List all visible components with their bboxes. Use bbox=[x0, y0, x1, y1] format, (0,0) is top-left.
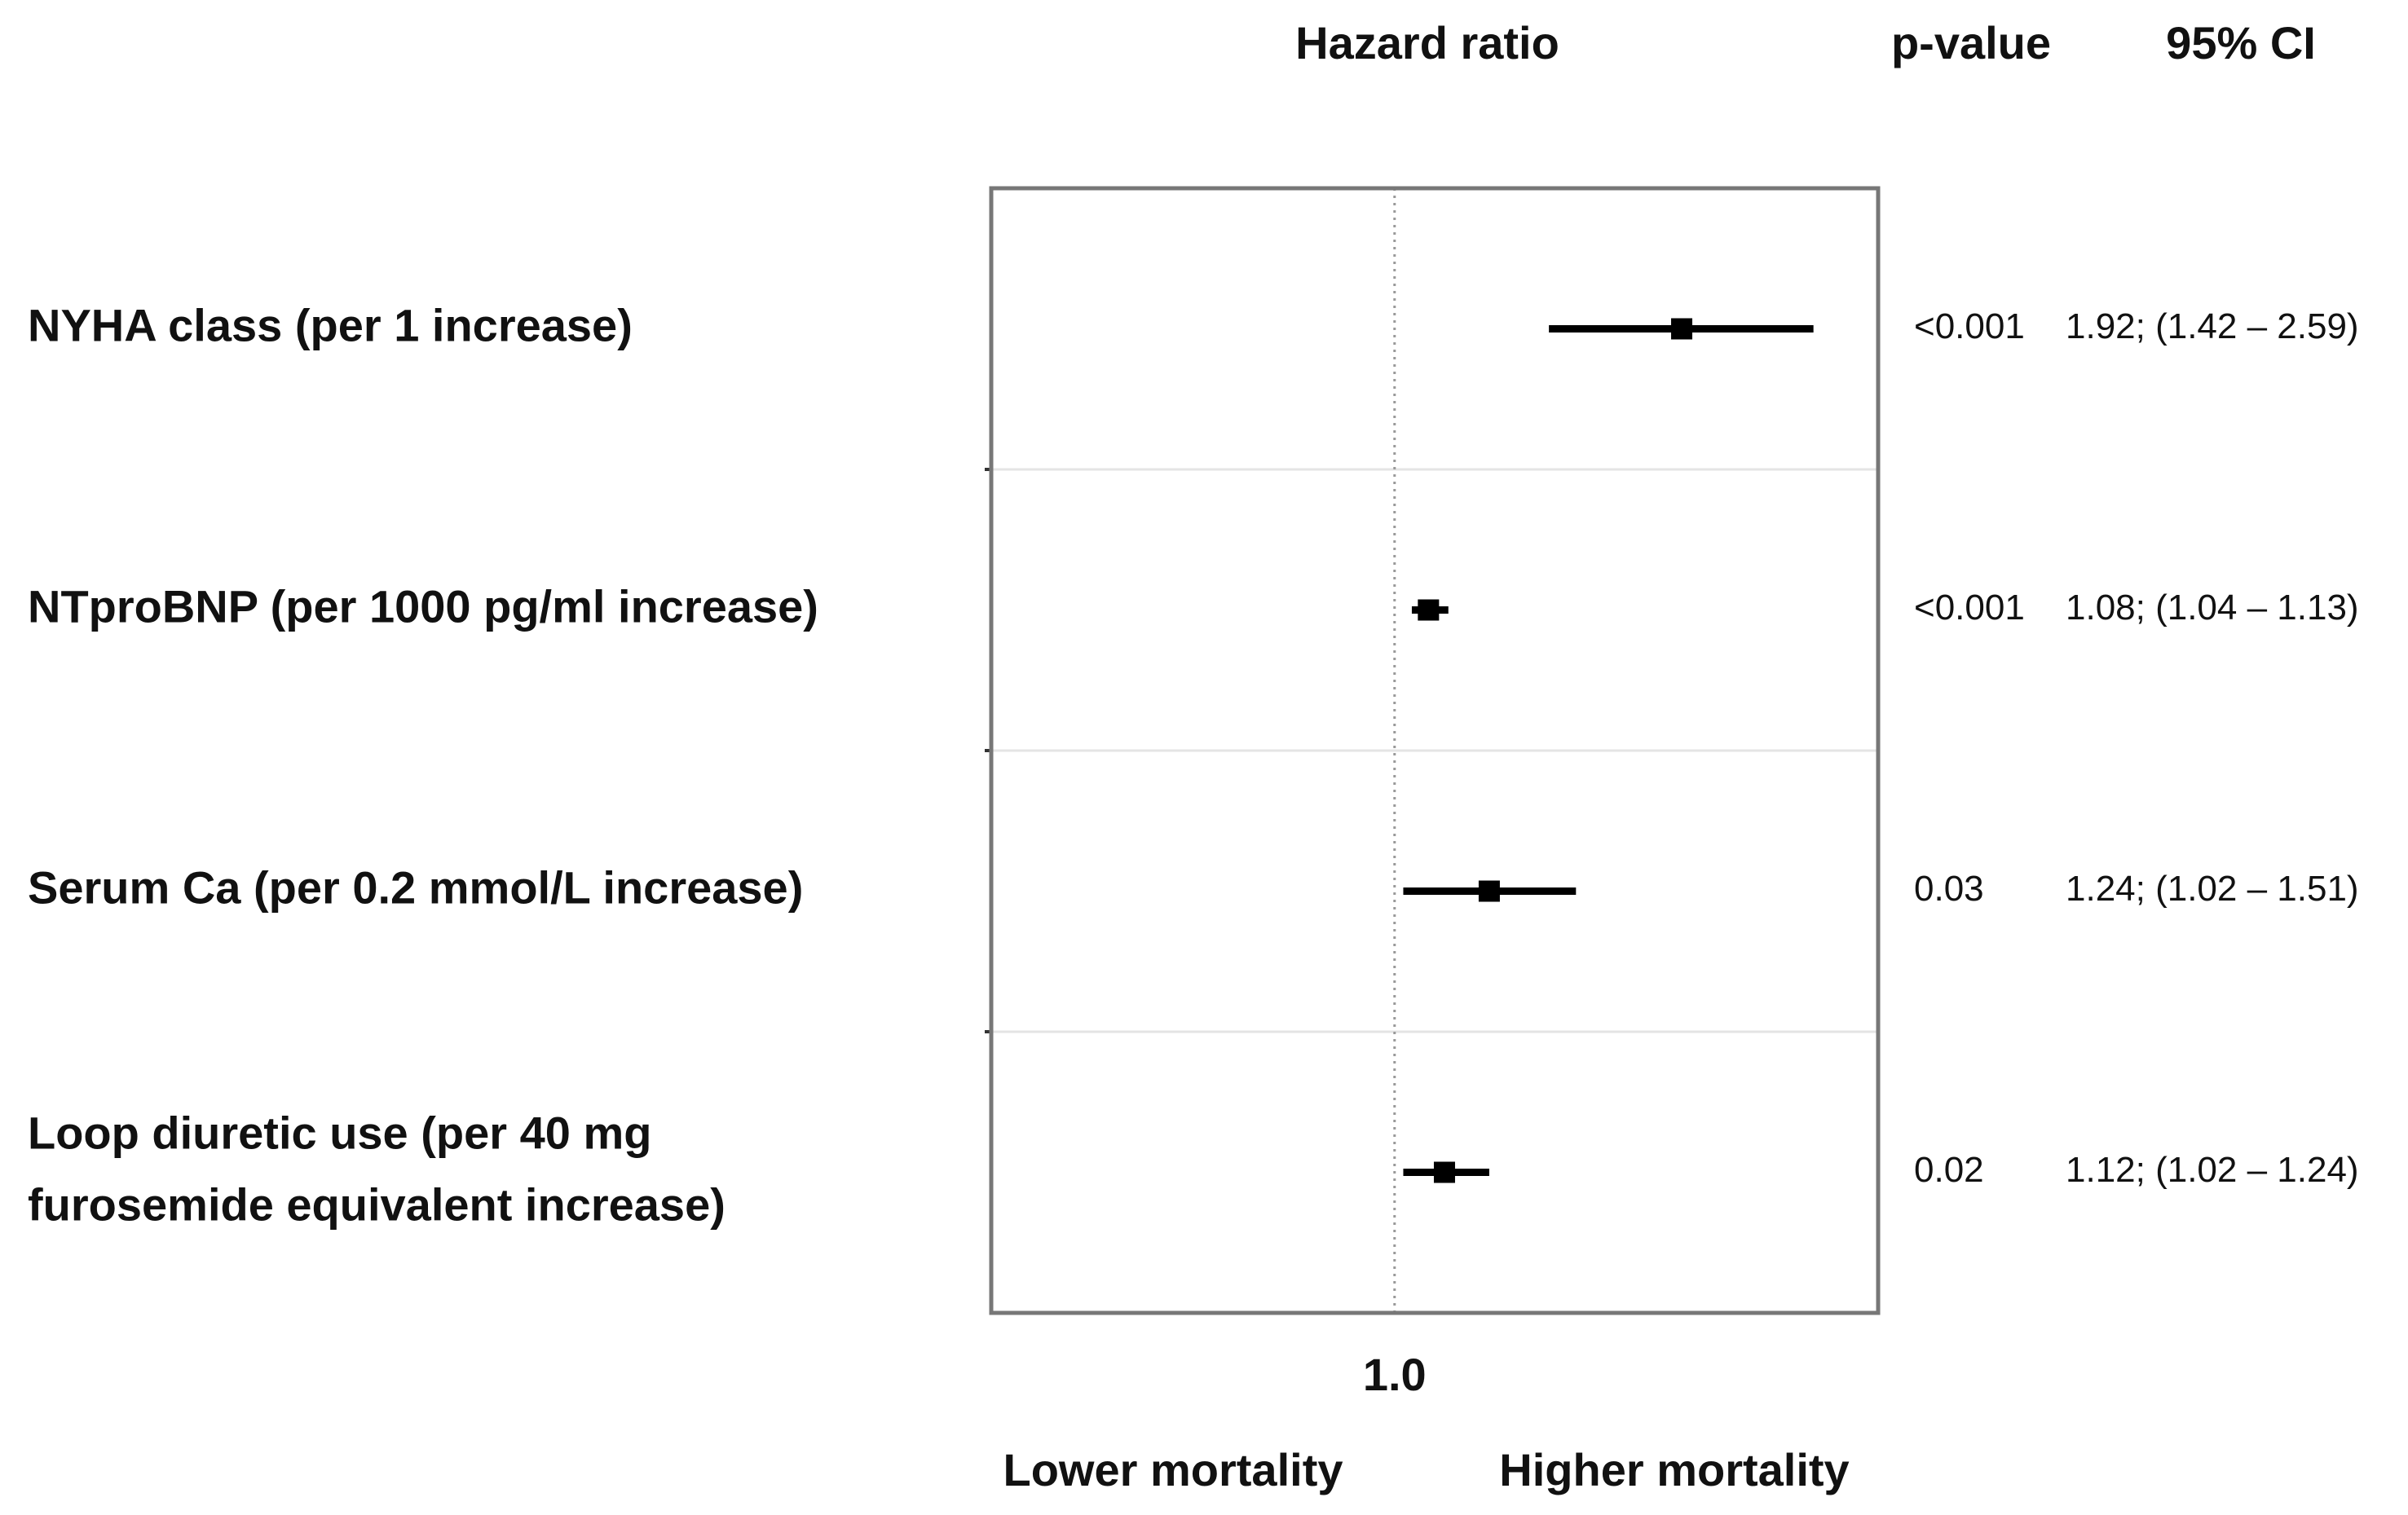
point-estimate bbox=[1433, 1161, 1455, 1183]
point-estimate bbox=[1418, 599, 1440, 621]
annotation: Lower mortality bbox=[1003, 1444, 1343, 1495]
ci-header: 95% CI bbox=[2166, 17, 2316, 68]
x-tick-label: 1.0 bbox=[1363, 1349, 1427, 1400]
plot-frame bbox=[989, 186, 1881, 1315]
ci-label: 1.24; (1.02 – 1.51) bbox=[2066, 869, 2359, 909]
ci-label: 1.92; (1.42 – 2.59) bbox=[2066, 306, 2359, 346]
ci-label: 1.12; (1.02 – 1.24) bbox=[2066, 1150, 2359, 1190]
p-value: <0.001 bbox=[1914, 588, 2025, 628]
category-label: Loop diuretic use (per 40 mg furosemide e… bbox=[28, 1107, 725, 1230]
point-estimate bbox=[1478, 880, 1500, 902]
p-value: 0.02 bbox=[1914, 1150, 1984, 1190]
p-value: <0.001 bbox=[1914, 306, 2025, 346]
category-label: NTproBNP (per 1000 pg/ml increase) bbox=[28, 580, 818, 632]
p-value-header: p-value bbox=[1891, 17, 2051, 68]
category-label: Serum Ca (per 0.2 mmol/L increase) bbox=[28, 861, 803, 913]
category-label-line: Loop diuretic use (per 40 mg bbox=[28, 1107, 651, 1158]
category-label-line: furosemide equivalent increase) bbox=[28, 1178, 725, 1230]
category-label: NYHA class (per 1 increase) bbox=[28, 299, 633, 350]
point-estimate bbox=[1671, 318, 1693, 340]
ci-label: 1.08; (1.04 – 1.13) bbox=[2066, 588, 2359, 628]
p-value: 0.03 bbox=[1914, 869, 1984, 909]
chart-title: Hazard ratio bbox=[1295, 17, 1559, 68]
annotation: Higher mortality bbox=[1499, 1444, 1849, 1495]
